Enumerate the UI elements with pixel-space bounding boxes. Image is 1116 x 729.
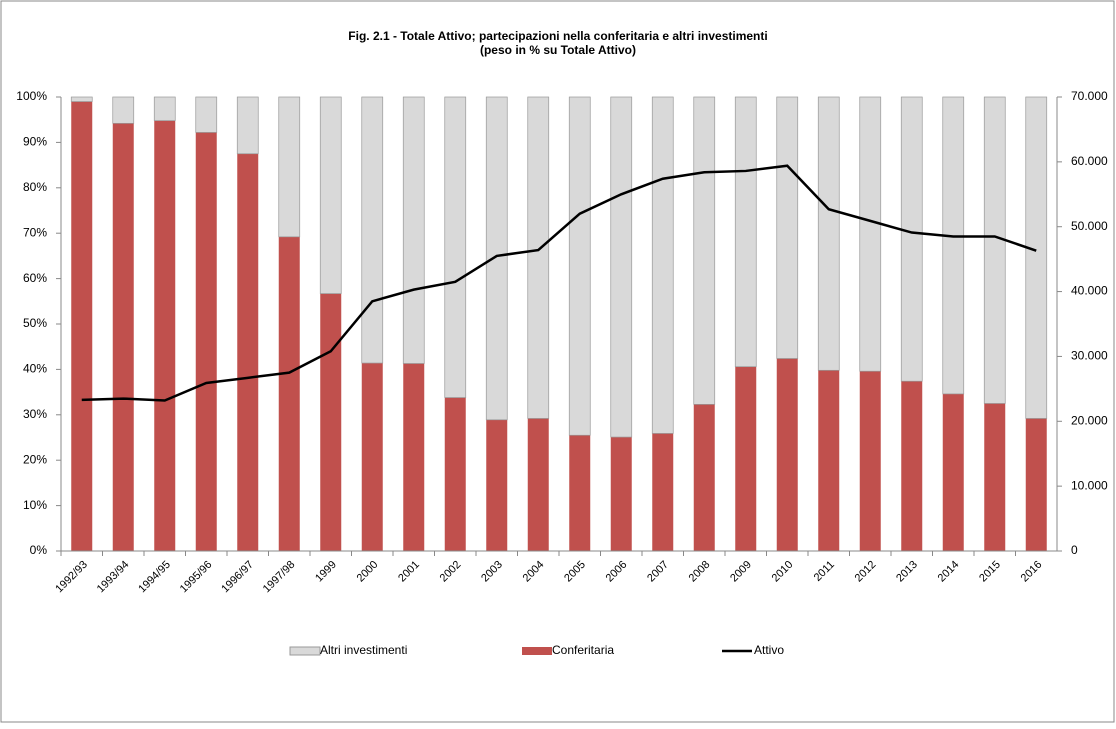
bar: [485, 96, 508, 421]
bar: [237, 153, 259, 551]
bar: [361, 363, 383, 551]
y-tick-label: 30%: [23, 407, 47, 421]
bar: [1025, 96, 1048, 419]
legend-swatch: [289, 646, 321, 656]
bar: [901, 381, 923, 551]
bar: [900, 96, 923, 382]
bar: [859, 96, 882, 372]
y2-tick-label: 20.000: [1071, 413, 1108, 427]
bar: [236, 96, 259, 155]
bar: [569, 435, 591, 551]
y-tick-label: 60%: [23, 271, 47, 285]
bar: [154, 120, 176, 551]
legend-label: Attivo: [754, 643, 784, 657]
bar: [444, 96, 467, 398]
bar: [776, 96, 799, 359]
bar: [527, 418, 549, 551]
bar: [942, 393, 964, 551]
bar: [361, 96, 384, 364]
y-tick-label: 10%: [23, 498, 47, 512]
bar: [403, 363, 425, 551]
bar: [112, 96, 135, 124]
bar: [112, 123, 134, 551]
bar: [568, 96, 591, 436]
y-tick-label: 100%: [16, 89, 47, 103]
y2-tick-label: 70.000: [1071, 89, 1108, 103]
bar: [610, 96, 633, 438]
y-tick-label: 40%: [23, 362, 47, 376]
bar: [195, 96, 218, 133]
bar: [153, 96, 176, 121]
bar: [984, 403, 1006, 551]
y-tick-label: 80%: [23, 180, 47, 194]
bar: [651, 96, 674, 434]
bar: [486, 419, 508, 551]
chart-title: Fig. 2.1 - Totale Attivo; partecipazioni…: [348, 29, 767, 43]
y2-tick-label: 0: [1071, 543, 1078, 557]
legend-label: Altri investimenti: [320, 643, 407, 657]
bar: [693, 96, 716, 405]
y2-tick-label: 40.000: [1071, 284, 1108, 298]
bar: [402, 96, 425, 364]
y2-tick-label: 50.000: [1071, 219, 1108, 233]
bar: [610, 437, 632, 551]
bar: [320, 293, 342, 551]
bar: [278, 96, 301, 238]
bar: [942, 96, 965, 395]
bar: [278, 236, 300, 551]
bar: [71, 101, 93, 551]
y2-tick-label: 60.000: [1071, 154, 1108, 168]
bar: [1025, 418, 1047, 551]
chart-subtitle: (peso in % su Totale Attivo): [480, 43, 636, 57]
bar: [70, 96, 93, 102]
y-tick-label: 90%: [23, 135, 47, 149]
bar: [859, 371, 881, 551]
legend-label: Conferitaria: [552, 643, 614, 657]
bar: [817, 96, 840, 371]
y-tick-label: 70%: [23, 225, 47, 239]
y-tick-label: 0%: [30, 543, 48, 557]
bar: [735, 366, 757, 551]
bar: [983, 96, 1006, 404]
legend-swatch: [522, 647, 552, 655]
y-tick-label: 50%: [23, 316, 47, 330]
y-tick-label: 20%: [23, 452, 47, 466]
bar: [319, 96, 342, 294]
bar: [693, 404, 715, 551]
y2-tick-label: 10.000: [1071, 478, 1108, 492]
bar: [776, 358, 798, 551]
bar: [195, 132, 217, 552]
bar: [652, 433, 674, 551]
bar: [527, 96, 550, 419]
bar: [818, 370, 840, 551]
bar: [734, 96, 757, 368]
line: [81, 164, 1037, 402]
y2-tick-label: 30.000: [1071, 349, 1108, 363]
bar: [444, 397, 466, 551]
